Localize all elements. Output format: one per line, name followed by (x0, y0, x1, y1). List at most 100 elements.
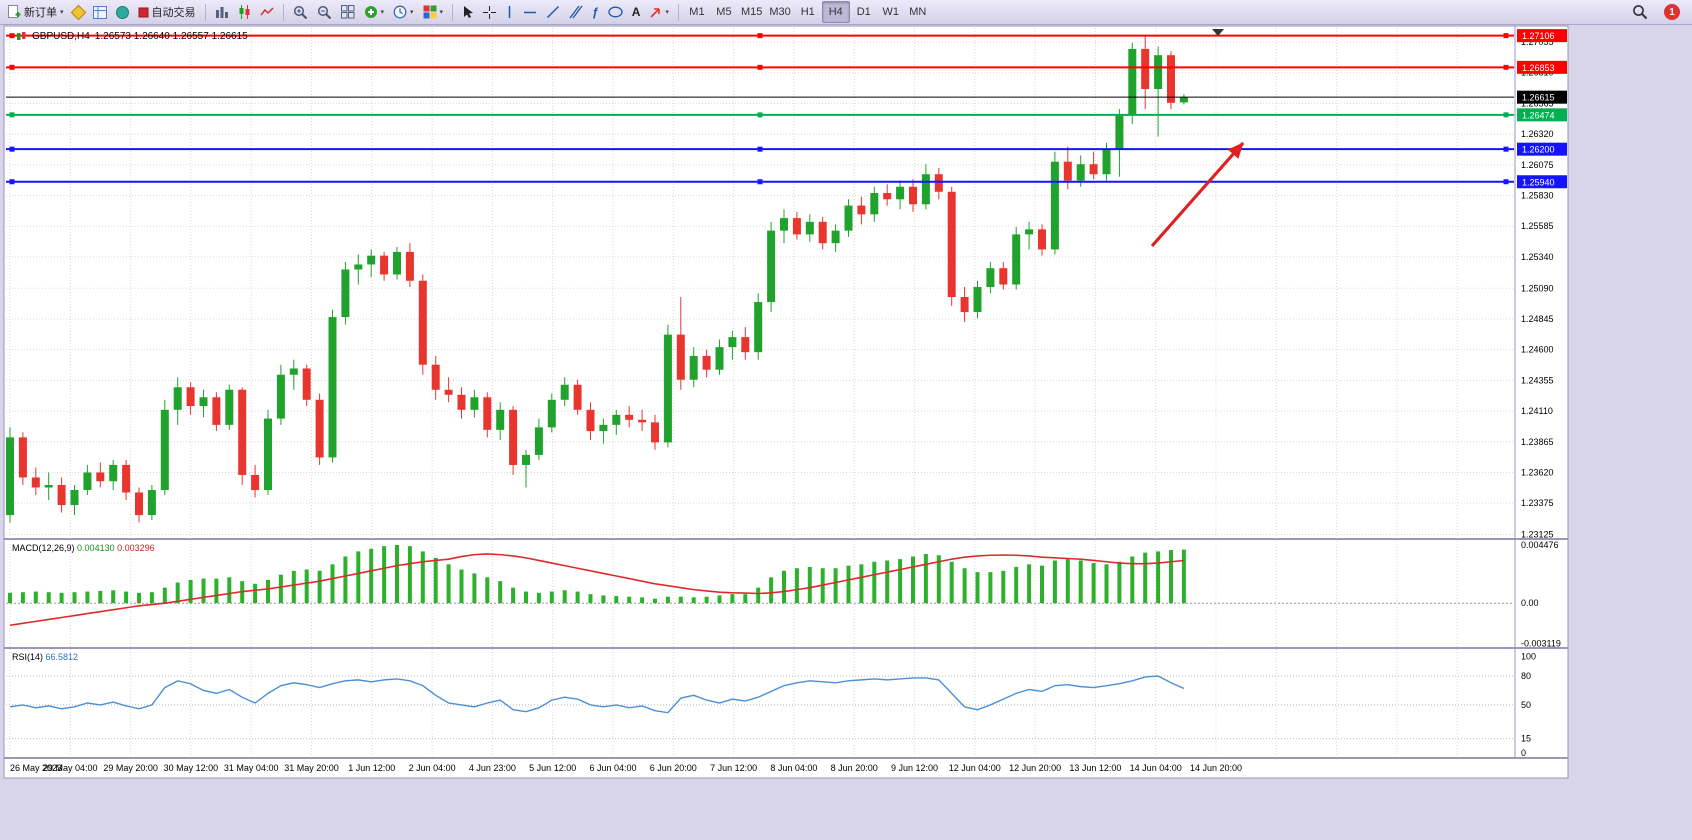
price-box: 1.26200 (1517, 142, 1567, 156)
caret-down-icon: ▾ (380, 8, 385, 16)
svg-text:1.26320: 1.26320 (1521, 129, 1554, 139)
crosshair-tool-button[interactable] (479, 2, 500, 22)
notification-badge[interactable]: 1 (1664, 4, 1680, 20)
line-handle[interactable] (757, 64, 763, 70)
line-handle[interactable] (9, 33, 15, 39)
timeframe-d1-button[interactable]: D1 (851, 2, 877, 22)
new-order-button[interactable]: 新订单 ▾ (4, 2, 68, 22)
chart-shift-marker[interactable] (1212, 29, 1224, 36)
line-handle[interactable] (1503, 64, 1509, 70)
svg-text:13 Jun 12:00: 13 Jun 12:00 (1069, 763, 1121, 773)
toolbar: 新订单 ▾ 自动交易 (0, 0, 1692, 25)
horizontal-line-tool-button[interactable] (519, 2, 541, 22)
price-box: 1.26853 (1517, 60, 1567, 74)
zoom-out-button[interactable] (313, 2, 336, 22)
templates-icon (423, 5, 437, 19)
svg-text:5 Jun 12:00: 5 Jun 12:00 (529, 763, 576, 773)
timeframe-w1-button[interactable]: W1 (878, 2, 904, 22)
community-icon (115, 5, 129, 19)
templates-button[interactable]: ▾ (419, 2, 448, 22)
market-watch-button[interactable] (89, 2, 111, 22)
cursor-tool-button[interactable] (458, 2, 478, 22)
timeframe-label: D1 (856, 6, 871, 18)
svg-text:31 May 04:00: 31 May 04:00 (224, 763, 279, 773)
svg-text:1.26853: 1.26853 (1522, 63, 1555, 73)
timeframe-label: W1 (882, 6, 900, 18)
indicators-icon (364, 6, 377, 18)
line-handle[interactable] (9, 64, 15, 70)
svg-text:8 Jun 04:00: 8 Jun 04:00 (770, 763, 817, 773)
svg-text:1.23865: 1.23865 (1521, 437, 1554, 447)
timeframe-m15-button[interactable]: M15 (738, 2, 765, 22)
timeframe-m5-button[interactable]: M5 (711, 2, 737, 22)
periods-button[interactable]: ▾ (389, 2, 418, 22)
svg-text:1.25090: 1.25090 (1521, 283, 1554, 293)
new-order-label: 新订单 (24, 7, 57, 19)
auto-trading-button[interactable]: 自动交易 (134, 2, 200, 22)
timeframe-label: H1 (800, 6, 815, 18)
line-chart-button[interactable] (256, 2, 278, 22)
svg-text:1.24110: 1.24110 (1521, 406, 1553, 416)
svg-text:1.25340: 1.25340 (1521, 252, 1554, 262)
line-handle[interactable] (757, 179, 763, 185)
svg-text:0.004476: 0.004476 (1521, 540, 1559, 550)
shapes-tool-button[interactable] (604, 2, 627, 22)
tile-windows-icon (340, 5, 355, 19)
trendline-icon (547, 5, 560, 19)
zoom-in-icon (293, 5, 307, 19)
timeframe-m30-button[interactable]: M30 (766, 2, 793, 22)
zoom-in-button[interactable] (289, 2, 312, 22)
svg-text:1.23620: 1.23620 (1521, 467, 1554, 477)
candlestick-chart-button[interactable] (234, 2, 255, 22)
channel-tool-button[interactable] (565, 2, 587, 22)
line-handle[interactable] (757, 112, 763, 118)
new-order-icon (8, 5, 21, 18)
line-handle[interactable] (9, 179, 15, 185)
line-handle[interactable] (1503, 146, 1509, 152)
caret-down-icon: ▾ (665, 8, 669, 16)
line-handle[interactable] (757, 146, 763, 152)
community-button[interactable] (112, 2, 133, 22)
indicators-button[interactable]: ▾ (360, 2, 389, 22)
text-tool-icon: A (631, 5, 641, 19)
trendline-tool-button[interactable] (542, 2, 564, 22)
metaeditor-button[interactable] (69, 2, 88, 22)
zoom-out-icon (317, 5, 331, 19)
auto-trading-icon (138, 7, 149, 17)
horizontal-line-icon (524, 11, 537, 13)
timeframe-h1-button[interactable]: H1 (795, 2, 821, 22)
line-handle[interactable] (9, 146, 15, 152)
svg-text:0.00: 0.00 (1521, 598, 1539, 608)
fibonacci-icon: ƒ (592, 5, 599, 19)
fibonacci-tool-button[interactable]: ƒ (588, 2, 603, 22)
timeframe-mn-button[interactable]: MN (905, 2, 931, 22)
svg-text:1.27106: 1.27106 (1522, 31, 1555, 41)
line-handle[interactable] (1503, 112, 1509, 118)
line-handle[interactable] (9, 112, 15, 118)
svg-text:1.25940: 1.25940 (1522, 177, 1555, 187)
text-tool-button[interactable]: A (628, 2, 645, 22)
tile-windows-button[interactable] (337, 2, 359, 22)
svg-text:1.26474: 1.26474 (1522, 110, 1555, 120)
svg-text:100: 100 (1521, 652, 1536, 662)
svg-text:30 May 12:00: 30 May 12:00 (164, 763, 219, 773)
vertical-line-tool-button[interactable] (501, 2, 518, 22)
cursor-icon (464, 6, 474, 18)
line-handle[interactable] (1503, 33, 1509, 39)
svg-text:6 Jun 20:00: 6 Jun 20:00 (650, 763, 697, 773)
search-button[interactable] (1628, 2, 1652, 22)
rsi-pane[interactable] (6, 650, 1514, 756)
bar-chart-button[interactable] (211, 2, 233, 22)
main-chart-pane[interactable] (6, 28, 1514, 537)
line-handle[interactable] (1503, 179, 1509, 185)
svg-text:12 Jun 04:00: 12 Jun 04:00 (949, 763, 1001, 773)
timeframe-h4-button[interactable]: H4 (821, 1, 850, 23)
macd-signal-line (9, 553, 1184, 627)
timeframe-m1-button[interactable]: M1 (684, 2, 710, 22)
arrow-annotation[interactable] (1150, 141, 1245, 248)
toolbar-right-group: 1 (1628, 2, 1688, 22)
line-handle[interactable] (757, 33, 763, 39)
arrows-tool-button[interactable]: ▾ (645, 2, 673, 22)
